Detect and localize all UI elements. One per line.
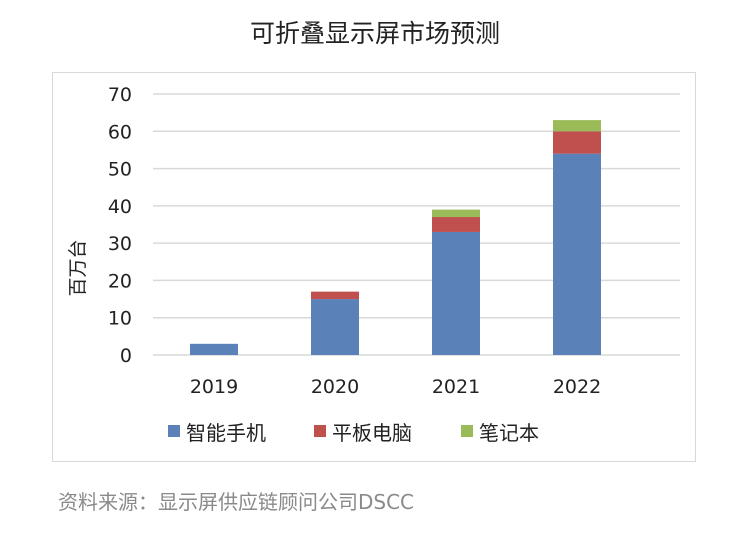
- legend-swatch: [168, 425, 180, 437]
- bar-segment: [311, 291, 359, 300]
- legend-label: 智能手机: [186, 421, 266, 445]
- y-tick-label: 70: [108, 84, 132, 106]
- x-tick-label: 2019: [190, 376, 238, 398]
- source-note: 资料来源：显示屏供应链顾问公司DSCC: [58, 490, 415, 514]
- x-tick-label: 2021: [432, 376, 480, 398]
- bar-segment: [553, 153, 601, 355]
- legend-swatch: [461, 425, 473, 437]
- bar-segment: [553, 131, 601, 154]
- y-tick-label: 0: [120, 345, 132, 367]
- bar-segment: [311, 299, 359, 355]
- x-tick-label: 2022: [553, 376, 601, 398]
- bar-segment: [553, 120, 601, 132]
- y-tick-label: 10: [108, 308, 132, 330]
- bar-segment: [432, 209, 480, 218]
- x-tick-label: 2020: [311, 376, 359, 398]
- chart-title: 可折叠显示屏市场预测: [249, 19, 500, 48]
- legend-swatch: [314, 425, 326, 437]
- y-tick-label: 30: [108, 233, 132, 255]
- bar-segment: [190, 343, 238, 355]
- bar-segment: [432, 231, 480, 355]
- bar-segment: [432, 217, 480, 232]
- legend-label: 平板电脑: [332, 421, 412, 445]
- y-axis-label: 百万台: [67, 239, 89, 296]
- y-tick-label: 60: [108, 121, 132, 143]
- y-tick-label: 40: [108, 196, 132, 218]
- legend-label: 笔记本: [479, 421, 539, 445]
- y-tick-label: 50: [108, 159, 132, 181]
- chart-frame: [52, 72, 696, 462]
- y-tick-label: 20: [108, 270, 132, 292]
